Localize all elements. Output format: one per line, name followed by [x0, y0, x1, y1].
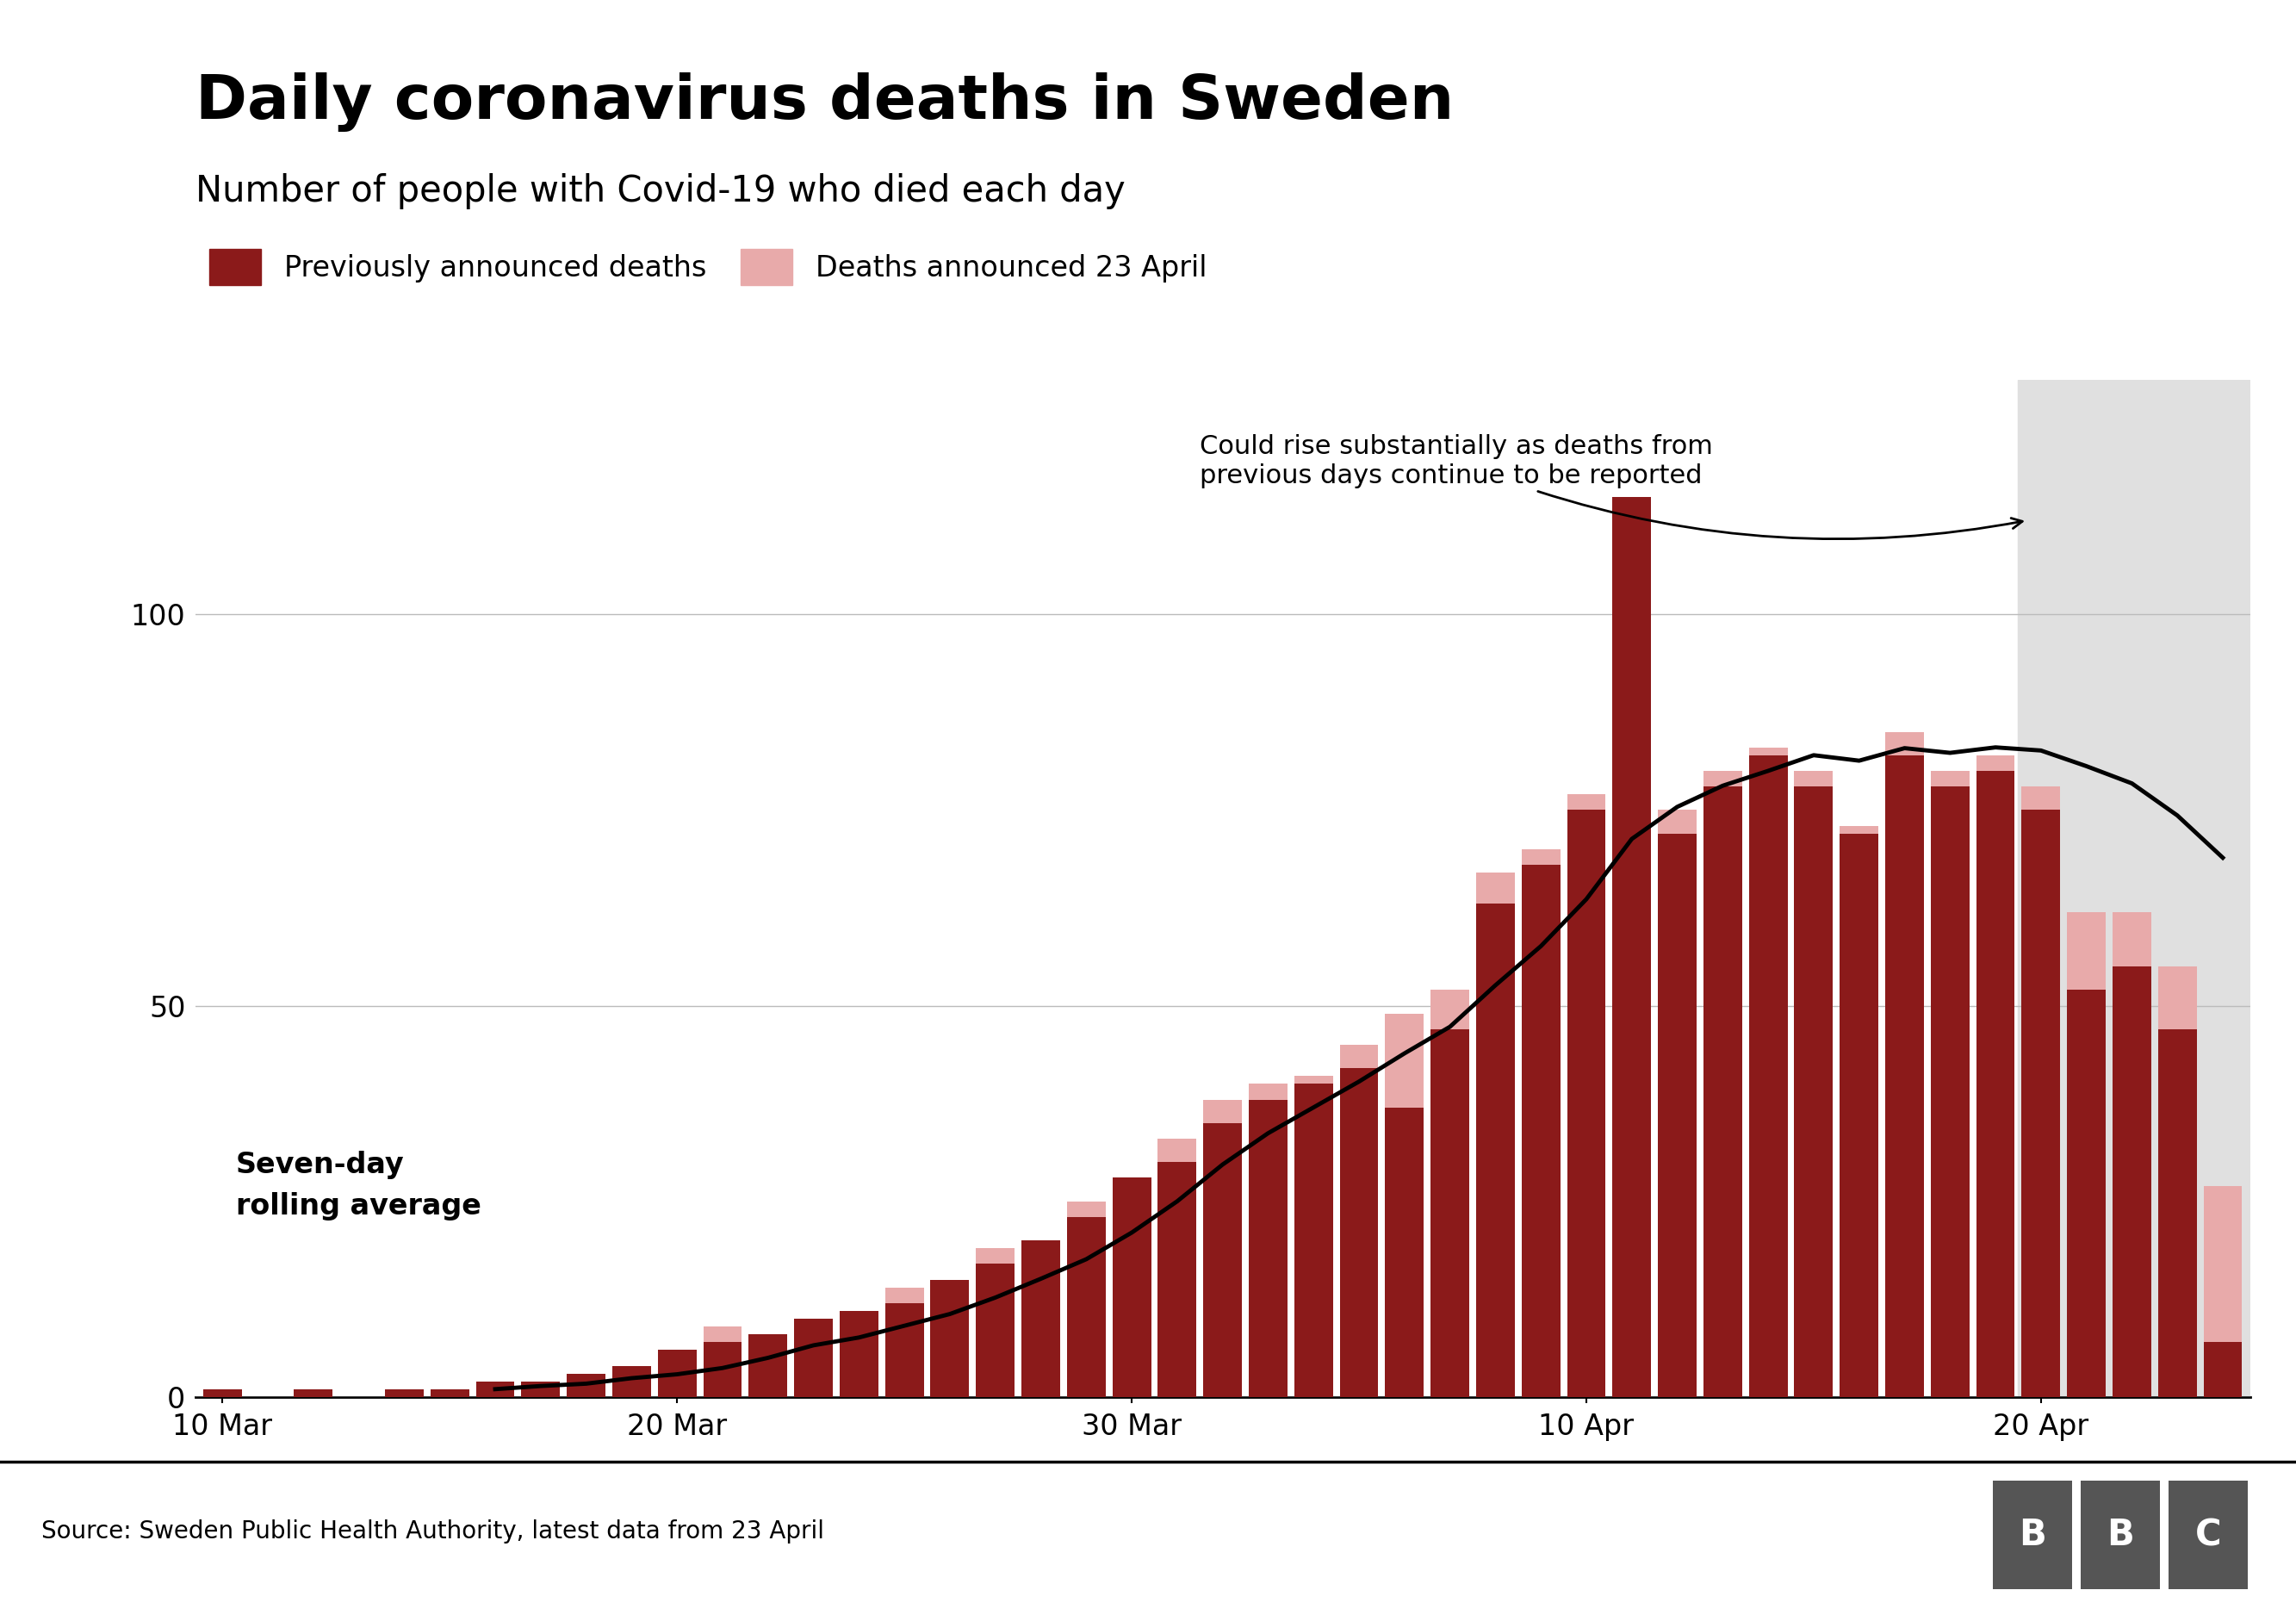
- Bar: [2018, 380, 2255, 1397]
- Bar: [2204, 1185, 2243, 1342]
- Text: Source: Sweden Public Health Authority, latest data from 23 April: Source: Sweden Public Health Authority, …: [41, 1520, 824, 1542]
- Bar: [1566, 795, 1605, 811]
- Bar: [1249, 1100, 1288, 1397]
- Bar: [703, 1342, 742, 1397]
- Bar: [1931, 787, 1970, 1397]
- Bar: [1885, 732, 1924, 756]
- Bar: [1750, 756, 1789, 1397]
- Bar: [1977, 770, 2016, 1397]
- Bar: [1839, 833, 1878, 1397]
- Bar: [884, 1303, 923, 1397]
- Bar: [2112, 912, 2151, 966]
- Bar: [1704, 787, 1743, 1397]
- Bar: [1295, 1076, 1334, 1084]
- Bar: [386, 1389, 422, 1397]
- Bar: [1249, 1084, 1288, 1100]
- Bar: [1068, 1202, 1107, 1218]
- Bar: [976, 1248, 1015, 1265]
- Text: Daily coronavirus deaths in Sweden: Daily coronavirus deaths in Sweden: [195, 73, 1453, 132]
- Bar: [2066, 912, 2105, 990]
- Bar: [1612, 497, 1651, 1397]
- Bar: [2023, 811, 2060, 1397]
- Bar: [1931, 770, 1970, 787]
- Bar: [2204, 1342, 2243, 1397]
- FancyBboxPatch shape: [2080, 1481, 2161, 1589]
- Bar: [884, 1287, 923, 1303]
- FancyBboxPatch shape: [1993, 1481, 2073, 1589]
- Bar: [1793, 787, 1832, 1397]
- Bar: [1839, 825, 1878, 833]
- Bar: [1522, 849, 1561, 864]
- Text: Could rise substantially as deaths from
previous days continue to be reported: Could rise substantially as deaths from …: [1201, 434, 2023, 539]
- Bar: [1022, 1240, 1061, 1397]
- Bar: [1430, 990, 1469, 1029]
- Bar: [1384, 1014, 1424, 1108]
- Bar: [1430, 1029, 1469, 1397]
- Bar: [2023, 787, 2060, 811]
- Bar: [1704, 770, 1743, 787]
- Text: Seven-day
rolling average: Seven-day rolling average: [236, 1150, 482, 1221]
- Bar: [1793, 770, 1832, 787]
- Bar: [1203, 1100, 1242, 1122]
- Bar: [1339, 1045, 1378, 1068]
- Bar: [930, 1279, 969, 1397]
- Bar: [1658, 811, 1697, 833]
- Bar: [1658, 833, 1697, 1397]
- Text: Number of people with Covid-19 who died each day: Number of people with Covid-19 who died …: [195, 173, 1125, 208]
- Bar: [1157, 1163, 1196, 1397]
- Bar: [521, 1381, 560, 1397]
- Bar: [1750, 748, 1789, 756]
- Bar: [748, 1334, 788, 1397]
- Bar: [429, 1389, 468, 1397]
- Bar: [1566, 811, 1605, 1397]
- Bar: [1476, 872, 1515, 904]
- Text: C: C: [2195, 1516, 2223, 1554]
- Bar: [1522, 864, 1561, 1397]
- Bar: [1203, 1122, 1242, 1397]
- Bar: [2112, 966, 2151, 1397]
- Bar: [657, 1350, 696, 1397]
- Bar: [794, 1319, 833, 1397]
- Bar: [1384, 1108, 1424, 1397]
- Bar: [1068, 1218, 1107, 1397]
- FancyBboxPatch shape: [2170, 1481, 2248, 1589]
- Bar: [1295, 1084, 1334, 1397]
- Bar: [567, 1373, 606, 1397]
- Legend: Previously announced deaths, Deaths announced 23 April: Previously announced deaths, Deaths anno…: [209, 249, 1208, 286]
- Bar: [2158, 966, 2197, 1029]
- Bar: [840, 1311, 879, 1397]
- Text: B: B: [2018, 1516, 2046, 1554]
- Bar: [613, 1366, 652, 1397]
- Bar: [2158, 1029, 2197, 1397]
- Bar: [1111, 1177, 1150, 1397]
- Bar: [294, 1389, 333, 1397]
- Bar: [202, 1389, 241, 1397]
- Text: B: B: [2108, 1516, 2133, 1554]
- Bar: [2066, 990, 2105, 1397]
- Bar: [976, 1265, 1015, 1397]
- Bar: [1977, 756, 2016, 770]
- Bar: [1476, 904, 1515, 1397]
- Bar: [475, 1381, 514, 1397]
- Bar: [1339, 1068, 1378, 1397]
- Bar: [703, 1326, 742, 1342]
- Bar: [1885, 756, 1924, 1397]
- Bar: [1157, 1139, 1196, 1163]
